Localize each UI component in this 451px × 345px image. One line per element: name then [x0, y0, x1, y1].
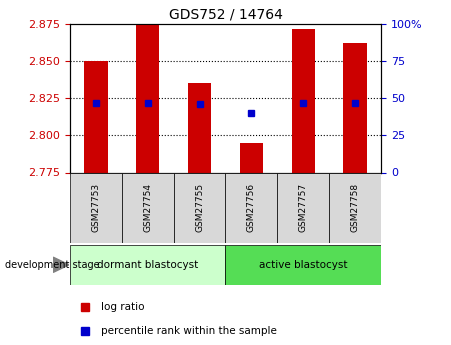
Bar	[136, 24, 159, 172]
Text: GSM27758: GSM27758	[351, 183, 359, 233]
Bar	[122, 172, 174, 243]
Text: GSM27754: GSM27754	[143, 183, 152, 233]
Bar	[70, 245, 226, 285]
Bar	[292, 29, 315, 172]
Text: log ratio: log ratio	[101, 302, 144, 312]
Text: GSM27753: GSM27753	[92, 183, 100, 233]
Polygon shape	[53, 257, 69, 273]
Bar	[226, 245, 381, 285]
Title: GDS752 / 14764: GDS752 / 14764	[169, 8, 282, 22]
Bar	[84, 61, 107, 172]
Bar	[188, 83, 211, 172]
Text: GSM27756: GSM27756	[247, 183, 256, 233]
Text: development stage: development stage	[5, 260, 99, 269]
Text: dormant blastocyst: dormant blastocyst	[97, 260, 198, 270]
Bar	[226, 172, 277, 243]
Bar	[329, 172, 381, 243]
Bar	[240, 143, 263, 172]
Text: GSM27755: GSM27755	[195, 183, 204, 233]
Text: GSM27757: GSM27757	[299, 183, 308, 233]
Text: active blastocyst: active blastocyst	[259, 260, 348, 270]
Text: percentile rank within the sample: percentile rank within the sample	[101, 326, 277, 336]
Bar	[174, 172, 226, 243]
Bar	[70, 172, 122, 243]
Bar	[277, 172, 329, 243]
Bar	[344, 43, 367, 172]
